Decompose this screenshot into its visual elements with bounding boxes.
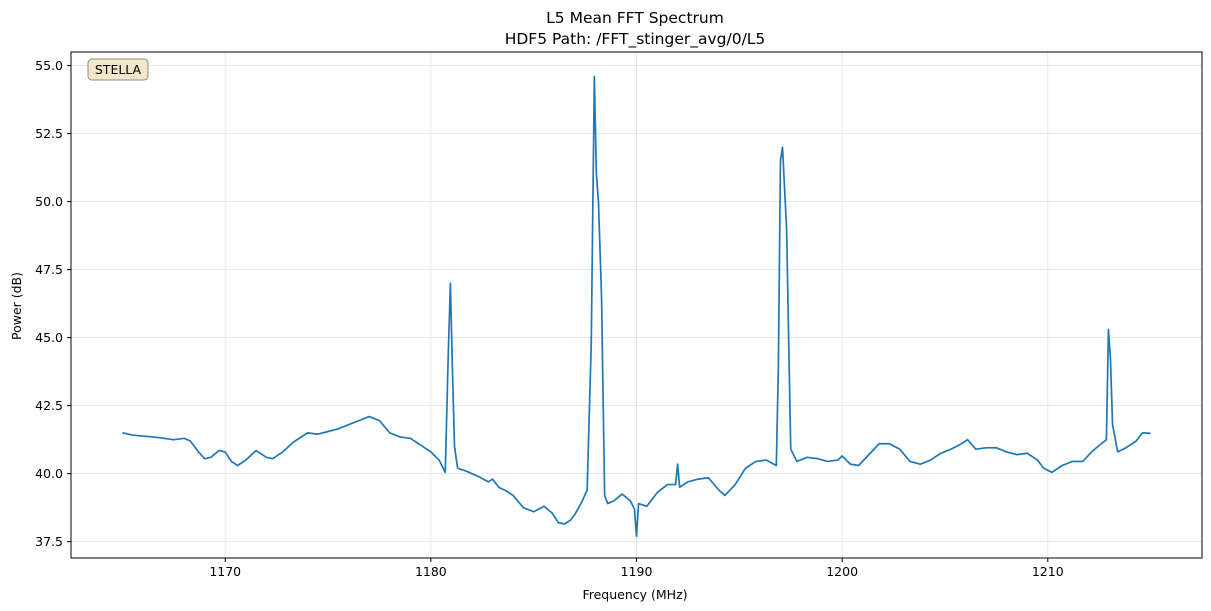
y-axis-label: Power (dB) xyxy=(9,272,24,340)
spectrum-line xyxy=(122,75,1151,538)
annotation-box xyxy=(87,58,149,81)
y-tick-label: 52.5 xyxy=(35,126,63,141)
chart-subtitle: HDF5 Path: /FFT_stinger_avg/0/L5 xyxy=(505,30,766,49)
y-tick-label: 42.5 xyxy=(35,398,63,413)
y-tick-label: 37.5 xyxy=(35,534,63,549)
y-tick-label: 55.0 xyxy=(35,58,63,73)
series-layer xyxy=(122,75,1151,538)
x-axis-ticks: 1170 1180 1190 1200 1210 xyxy=(209,558,1064,579)
x-tick-label: 1210 xyxy=(1032,564,1064,579)
x-tick-label: 1170 xyxy=(209,564,241,579)
x-tick-label: 1180 xyxy=(415,564,447,579)
y-tick-label: 40.0 xyxy=(35,466,63,481)
x-axis-label: Frequency (MHz) xyxy=(582,587,687,602)
annotation-badge: STELLA xyxy=(87,58,149,81)
y-tick-label: 47.5 xyxy=(35,262,63,277)
annotation-text: STELLA xyxy=(95,62,142,77)
y-tick-label: 50.0 xyxy=(35,194,63,209)
chart-title: L5 Mean FFT Spectrum xyxy=(546,9,724,27)
x-tick-label: 1190 xyxy=(621,564,653,579)
x-tick-label: 1200 xyxy=(826,564,858,579)
y-axis-ticks: 37.5 40.0 42.5 45.0 47.5 50.0 52.5 55.0 xyxy=(35,58,71,549)
y-tick-label: 45.0 xyxy=(35,330,63,345)
grid-lines xyxy=(71,52,1202,558)
